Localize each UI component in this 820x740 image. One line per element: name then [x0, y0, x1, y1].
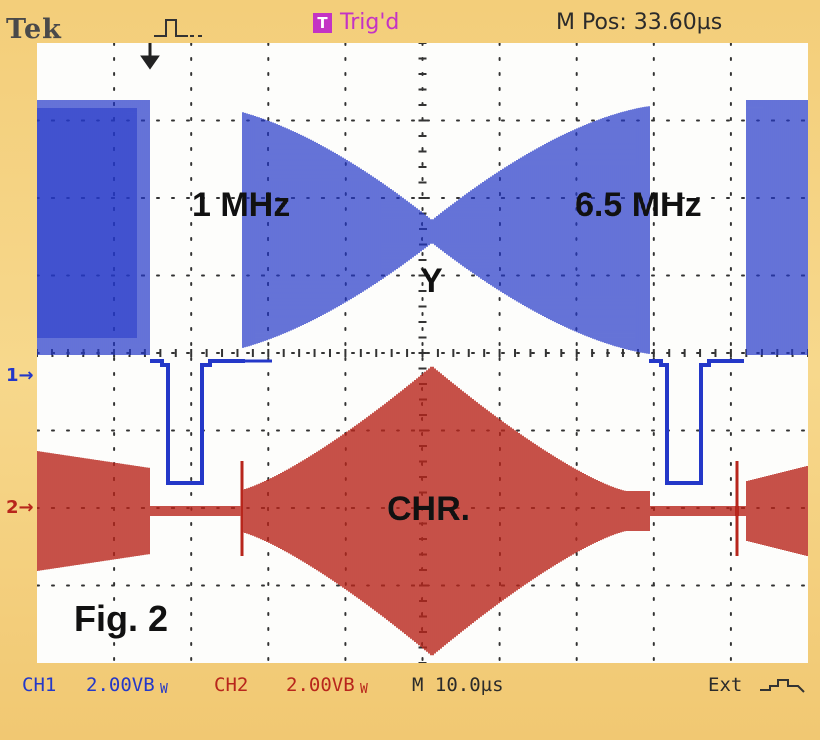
high-frequency-label: 6.5 MHz	[575, 186, 702, 224]
trigger-status: Trig'd	[340, 10, 400, 35]
ch2-scale: 2.00VB	[286, 674, 355, 696]
ch1-bw-suffix: W	[160, 682, 168, 697]
low-frequency-label: 1 MHz	[192, 186, 291, 224]
channel-readout-bar: CH1 2.00VB W CH2 2.00VB W M 10.0µs Ext	[0, 664, 820, 740]
ch2-label: CH2	[214, 674, 249, 696]
timebase-readout: M 10.0µs	[412, 674, 504, 696]
chroma-label: CHR.	[387, 490, 471, 528]
ch1-trace	[37, 100, 808, 485]
luma-label: Y	[420, 262, 443, 300]
status-bar: Tek T Trig'd M Pos: 33.60µs	[0, 0, 820, 46]
trigger-position-icon	[140, 43, 160, 70]
ch1-label: CH1	[22, 674, 57, 696]
ch1-scale: 2.00VB	[86, 674, 155, 696]
ch1-ground-marker: 1→	[6, 365, 34, 386]
trigger-source: Ext	[708, 674, 743, 696]
rising-edge-icon	[758, 676, 808, 701]
trigger-pulse-icon	[152, 14, 212, 46]
brand-logo: Tek	[6, 14, 62, 45]
ch2-bw-suffix: W	[360, 682, 368, 697]
waveform-plot	[37, 43, 808, 663]
figure-label: Fig. 2	[74, 598, 169, 639]
waveform-screen: 1 MHz 6.5 MHz Y CHR. Fig. 2	[37, 43, 808, 663]
horizontal-position: M Pos: 33.60µs	[556, 10, 723, 35]
ch2-trace	[37, 366, 808, 656]
trigger-badge: T	[313, 13, 332, 33]
ch2-ground-marker: 2→	[6, 497, 34, 518]
